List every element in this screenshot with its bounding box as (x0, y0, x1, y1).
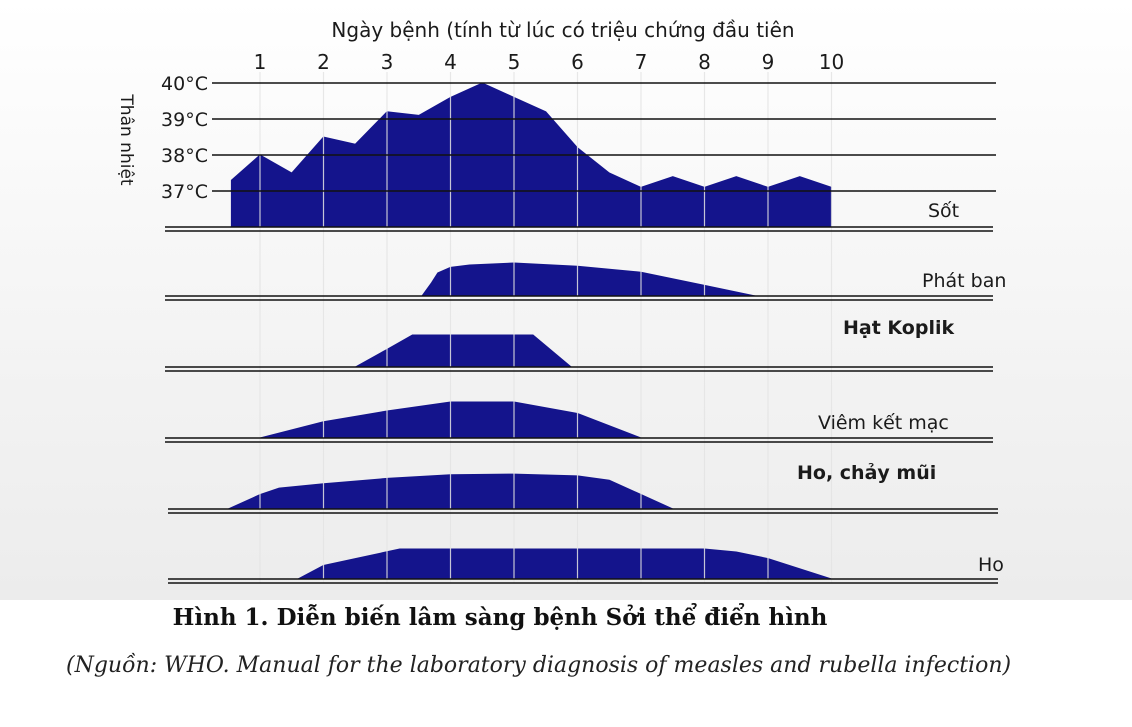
area-phat-ban (420, 262, 756, 297)
temp-tick-label-38: 38°C (161, 145, 208, 167)
figure-source: (Nguồn: WHO. Manual for the laboratory d… (66, 653, 1012, 678)
day-tick-label-2: 2 (317, 50, 330, 74)
panel-label-viem-ket-mac: Viêm kết mạc (818, 412, 949, 434)
panel-label-ho-chay-mui: Ho, chảy mũi (797, 462, 936, 484)
figure-caption: Hình 1. Diễn biến lâm sàng bệnh Sởi thể … (172, 604, 828, 631)
area-ho (297, 548, 832, 580)
temp-tick-label-40: 40°C (161, 73, 208, 95)
y-axis-label: Thân nhiệt (116, 93, 136, 185)
chart-areas (228, 82, 832, 580)
x-axis-label: Ngày bệnh (tính từ lúc có triệu chứng đầ… (331, 18, 794, 42)
temp-tick-label-39: 39°C (161, 109, 208, 131)
day-tick-label-9: 9 (762, 50, 775, 74)
measles-clinical-course-figure: Ngày bệnh (tính từ lúc có triệu chứng đầ… (0, 0, 1132, 600)
day-tick-label-5: 5 (508, 50, 521, 74)
panel-label-phat-ban: Phát ban (922, 270, 1006, 292)
panel-label-sot: Sốt (928, 200, 959, 222)
chart-gridlines (165, 72, 998, 584)
day-tick-label-6: 6 (571, 50, 584, 74)
area-hat-koplik (353, 334, 573, 368)
day-tick-label-4: 4 (444, 50, 457, 74)
temp-tick-label-37: 37°C (161, 181, 208, 203)
chart-text: Ngày bệnh (tính từ lúc có triệu chứng đầ… (116, 18, 1006, 576)
panel-label-hat-koplik: Hạt Koplik (843, 317, 954, 339)
day-tick-label-10: 10 (819, 50, 844, 74)
day-tick-label-7: 7 (635, 50, 648, 74)
day-tick-label-8: 8 (698, 50, 711, 74)
day-tick-label-1: 1 (254, 50, 267, 74)
day-tick-label-3: 3 (381, 50, 394, 74)
clinical-course-chart: Ngày bệnh (tính từ lúc có triệu chứng đầ… (116, 18, 1006, 584)
panel-label-ho: Ho (978, 554, 1004, 576)
